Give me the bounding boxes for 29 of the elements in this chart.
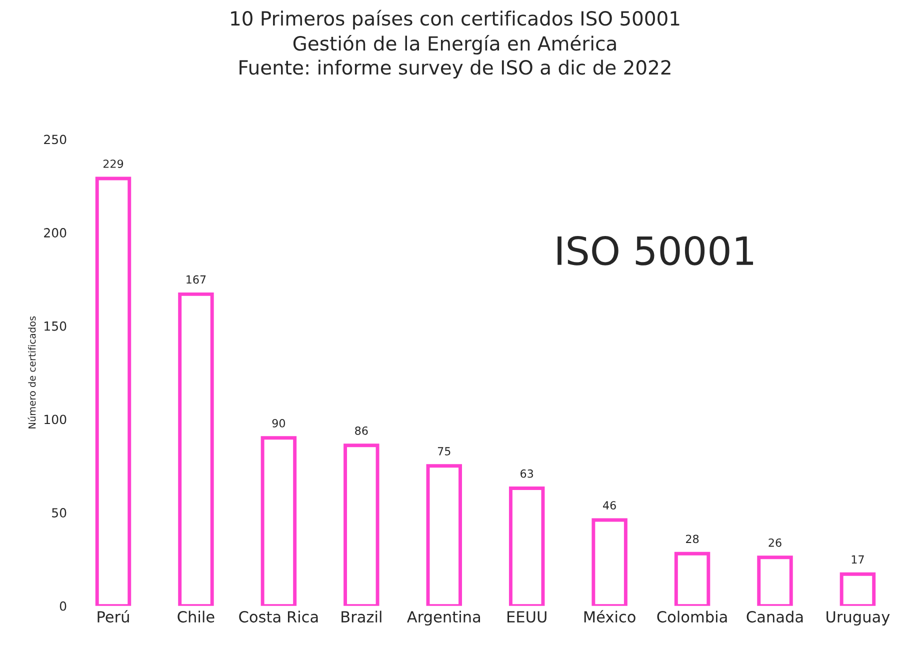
data-label: 26 xyxy=(768,538,782,547)
data-label: 28 xyxy=(686,534,699,544)
data-label: 46 xyxy=(603,501,616,510)
x-tick-label: Perú xyxy=(98,610,129,623)
x-tick-label: Chile xyxy=(178,610,214,623)
data-label: 63 xyxy=(520,469,534,478)
x-tick-label: Uruguay xyxy=(826,611,890,626)
x-tick-label: Costa Rica xyxy=(239,610,318,623)
data-label: 75 xyxy=(438,447,450,456)
x-tick-label: México xyxy=(584,610,636,623)
y-tick-label: 100 xyxy=(44,414,66,424)
y-tick-label: 50 xyxy=(52,508,66,518)
y-tick-label: 0 xyxy=(60,601,66,611)
x-tick-label: Brazil xyxy=(342,610,382,623)
data-label: 90 xyxy=(272,419,286,428)
data-label: 167 xyxy=(186,275,206,284)
y-tick-label: 150 xyxy=(44,321,66,331)
y-tick-label: 250 xyxy=(44,134,66,144)
x-tick-label: EEUU xyxy=(508,611,546,623)
data-label: 86 xyxy=(355,426,368,435)
x-tick-label: Canada xyxy=(746,610,803,623)
annotation: ISO 50001 xyxy=(558,236,754,266)
x-tick-label: Argentina xyxy=(406,610,480,626)
y-tick-label: 200 xyxy=(44,228,66,238)
y-axis-title: Número de certificados xyxy=(28,316,36,428)
data-label: 17 xyxy=(852,555,864,564)
x-tick-label: Colombia xyxy=(657,610,727,623)
data-label: 229 xyxy=(103,160,124,168)
chart-title: 10 Primeros países con certificados ISO 50001 Gestión de la Energía en América Fuente: informe survey de ISO a dic de 2022 xyxy=(231,10,680,79)
